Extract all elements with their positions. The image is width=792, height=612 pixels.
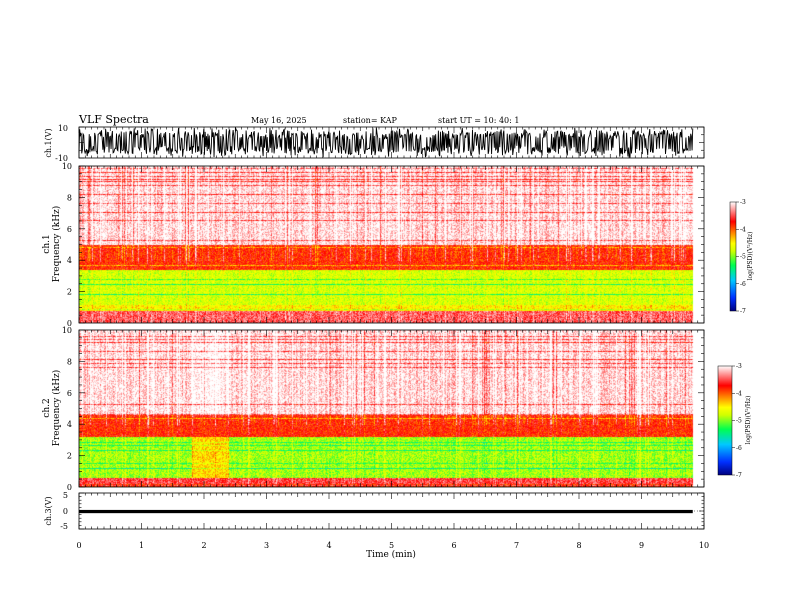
time-tick-label: 6 bbox=[451, 541, 456, 550]
time-tick-label: 1 bbox=[139, 541, 144, 550]
colorbar-tick-label: -3 bbox=[736, 363, 742, 370]
time-tick-label: 0 bbox=[76, 541, 81, 550]
time-tick-label: 3 bbox=[264, 541, 269, 550]
time-tick-label: 10 bbox=[699, 541, 709, 550]
time-tick-label: 9 bbox=[639, 541, 644, 550]
time-axis-label: Time (min) bbox=[366, 549, 416, 560]
colorbar-ch2-ticks: -3 -4 -5 -6 -7 bbox=[732, 363, 742, 479]
frequency-tick-label: 0 bbox=[67, 319, 72, 328]
ch2-frequency-label: Frequency (kHz) bbox=[51, 370, 62, 447]
frequency-tick-label: 4 bbox=[67, 256, 72, 265]
ch1-waveform-ticks bbox=[78, 127, 705, 158]
colorbar-tick-label: -4 bbox=[736, 390, 742, 397]
frequency-tick-label: 10 bbox=[62, 162, 72, 171]
colorbar-ch1: -3 -4 -5 -6 -7 log(PSD)(V²/Hz) bbox=[729, 199, 754, 315]
frequency-tick-label: 2 bbox=[67, 452, 72, 461]
ch3-waveform-trace: 0 bbox=[63, 492, 704, 530]
time-tick-label: 8 bbox=[576, 541, 581, 550]
colorbar-tick-label: -7 bbox=[736, 472, 742, 479]
ch1-frequency-ticks: 0 2 4 6 8 10 bbox=[62, 162, 704, 328]
colorbar-tick-label: -5 bbox=[740, 254, 746, 261]
colorbar-ch1-gradient bbox=[729, 201, 737, 312]
time-axis-labels: 0 1 2 3 4 5 6 7 8 9 10 bbox=[76, 541, 709, 550]
colorbar-ch2: -3 -4 -5 -6 -7 log(PSD)(V²/Hz) bbox=[717, 363, 752, 479]
ch1-ytick-bottom: -10 bbox=[55, 154, 68, 163]
time-tick-label: 7 bbox=[514, 541, 519, 550]
frequency-tick-label: 0 bbox=[67, 483, 72, 492]
ch2-frequency-ticks: 0 2 4 6 8 10 bbox=[62, 326, 704, 492]
colorbar-ch2-gradient bbox=[717, 365, 733, 476]
colorbar-tick-label: -6 bbox=[736, 445, 742, 452]
frequency-tick-label: 8 bbox=[67, 193, 72, 202]
figure-title: VLF Spectra bbox=[78, 113, 149, 126]
frequency-tick-label: 6 bbox=[67, 389, 72, 398]
colorbar-tick-label: -4 bbox=[740, 226, 746, 233]
ch3-ytick-bottom: -5 bbox=[60, 522, 68, 531]
ch1-spectrogram-image bbox=[79, 166, 704, 323]
frequency-tick-label: 8 bbox=[67, 357, 72, 366]
ch1-frequency-label: Frequency (kHz) bbox=[51, 206, 62, 283]
ch1-spectrogram-panel: 0 2 4 6 8 10 ch.1 Frequency (kHz) bbox=[42, 162, 705, 328]
colorbar-tick-label: -6 bbox=[740, 281, 746, 288]
frequency-tick-label: 6 bbox=[67, 225, 72, 234]
colorbar-tick-label: -3 bbox=[740, 199, 746, 206]
ch1-waveform-ylabel: ch.1(V) bbox=[44, 128, 53, 157]
ch1-spectrogram-ticks bbox=[78, 166, 705, 323]
ch1-ytick-top: 10 bbox=[58, 124, 68, 133]
ch2-spectrogram-image bbox=[79, 330, 704, 487]
colorbar-ch1-label: log(PSD)(V²/Hz) bbox=[747, 232, 754, 281]
ch2-spectrogram-ticks bbox=[78, 330, 705, 487]
frequency-tick-label: 4 bbox=[67, 420, 72, 429]
time-tick-label: 4 bbox=[326, 541, 331, 550]
ch3-waveform-panel: 0 5 -5 ch.3(V) 0 1 2 3 4 5 6 7 8 9 10 Time (min) bbox=[44, 491, 709, 560]
ch2-channel-label: ch.2 bbox=[42, 398, 52, 417]
start-time-label: start UT = 10: 40: 1 bbox=[438, 116, 519, 125]
ch2-spectrogram-panel: 0 2 4 6 8 10 ch.2 Frequency (kHz) bbox=[42, 326, 705, 492]
ch3-waveform-ticks bbox=[78, 493, 705, 529]
ch1-waveform-line bbox=[78, 126, 694, 158]
frequency-tick-label: 10 bbox=[62, 326, 72, 335]
ch3-waveform-band bbox=[79, 509, 693, 514]
station-label: station= KAP bbox=[343, 116, 398, 125]
ch1-channel-label: ch.1 bbox=[42, 234, 52, 253]
colorbar-ch2-label: log(PSD)(V²/Hz) bbox=[745, 396, 752, 445]
ch1-waveform-panel: 10 -10 ch.1(V) bbox=[44, 124, 705, 163]
ch3-waveform-ylabel: ch.3(V) bbox=[44, 496, 53, 525]
colorbar-tick-label: -7 bbox=[740, 308, 746, 315]
ch3-ytick-zero: 0 bbox=[63, 507, 68, 516]
date-label: May 16, 2025 bbox=[251, 116, 307, 125]
ch3-ytick-top: 5 bbox=[63, 491, 68, 500]
time-tick-label: 2 bbox=[201, 541, 206, 550]
time-tick-label: 5 bbox=[389, 541, 394, 550]
frequency-tick-label: 2 bbox=[67, 288, 72, 297]
colorbar-tick-label: -5 bbox=[736, 418, 742, 425]
colorbar-ch1-ticks: -3 -4 -5 -6 -7 bbox=[736, 199, 746, 315]
